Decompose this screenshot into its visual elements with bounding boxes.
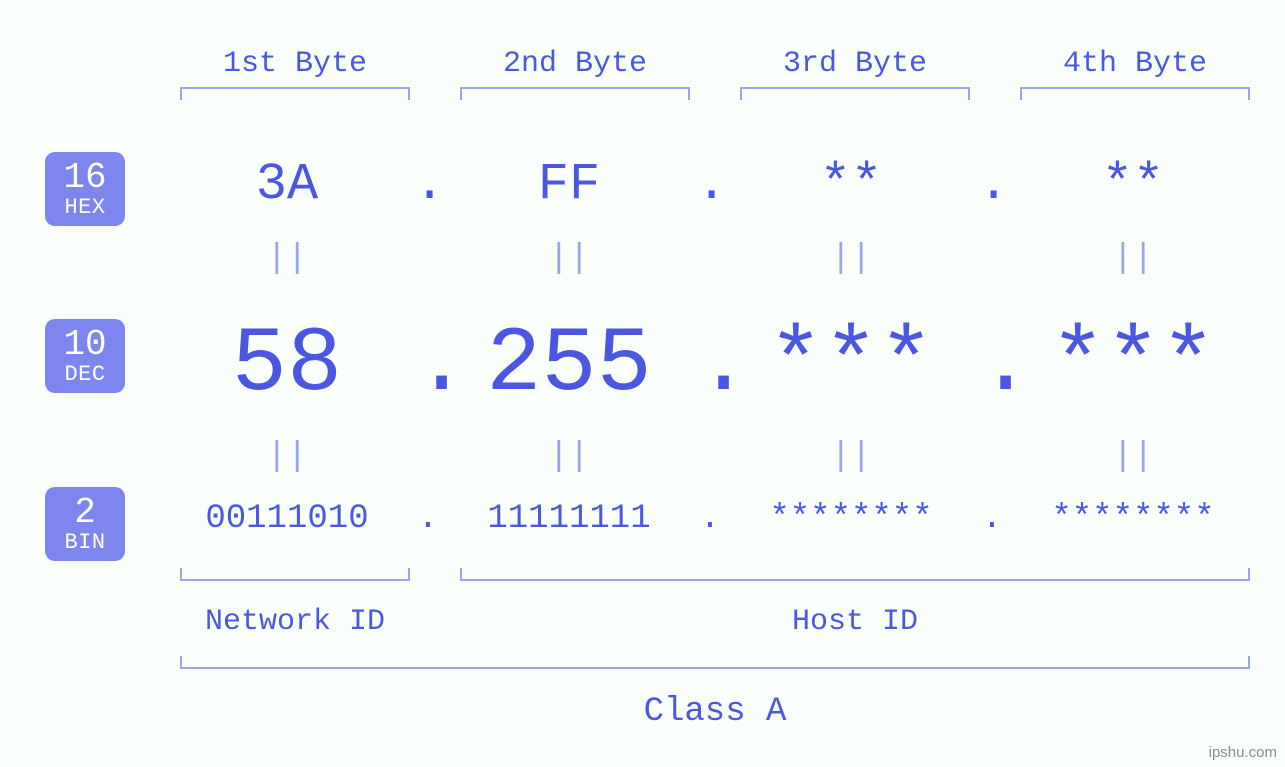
- dot: .: [696, 312, 724, 417]
- attribution: ipshu.com: [1209, 744, 1277, 761]
- badge-hex-number: 16: [45, 159, 125, 197]
- byte-header-4: 4th Byte: [1020, 47, 1250, 81]
- bracket-byte-3: [740, 87, 970, 100]
- equals: ||: [1006, 240, 1260, 278]
- dot: .: [696, 500, 724, 538]
- bracket-byte-1: [180, 87, 410, 100]
- byte-header-1: 1st Byte: [180, 47, 410, 81]
- row-dec: 58 . 255 . *** . ***: [160, 312, 1260, 417]
- badge-hex-label: HEX: [45, 196, 125, 219]
- label-network-id: Network ID: [180, 605, 410, 639]
- equals-row-2: || . || . || . ||: [160, 438, 1260, 476]
- bin-byte-4: ********: [1006, 500, 1260, 538]
- badge-hex: 16 HEX: [45, 152, 125, 226]
- dot: .: [414, 500, 442, 538]
- label-host-id: Host ID: [460, 605, 1250, 639]
- badge-dec-number: 10: [45, 326, 125, 364]
- badge-dec: 10 DEC: [45, 319, 125, 393]
- badge-bin: 2 BIN: [45, 487, 125, 561]
- row-bin: 00111010 . 11111111 . ******** . *******…: [160, 500, 1260, 538]
- bracket-byte-2: [460, 87, 690, 100]
- badge-bin-number: 2: [45, 494, 125, 532]
- bracket-class: [180, 656, 1250, 669]
- dot: .: [978, 500, 1006, 538]
- hex-byte-1: 3A: [160, 155, 414, 214]
- equals-row-1: || . || . || . ||: [160, 240, 1260, 278]
- label-class: Class A: [180, 693, 1250, 731]
- dec-byte-4: ***: [1006, 312, 1260, 417]
- equals: ||: [160, 240, 414, 278]
- dec-byte-1: 58: [160, 312, 414, 417]
- equals: ||: [442, 240, 696, 278]
- equals: ||: [724, 438, 978, 476]
- equals: ||: [724, 240, 978, 278]
- bracket-network-id: [180, 568, 410, 581]
- row-hex: 3A . FF . ** . **: [160, 155, 1260, 214]
- dot: .: [696, 155, 724, 214]
- equals: ||: [160, 438, 414, 476]
- dot: .: [414, 312, 442, 417]
- hex-byte-2: FF: [442, 155, 696, 214]
- equals: ||: [1006, 438, 1260, 476]
- byte-header-2: 2nd Byte: [460, 47, 690, 81]
- ip-diagram: 1st Byte 2nd Byte 3rd Byte 4th Byte 16 H…: [0, 0, 1285, 767]
- bin-byte-3: ********: [724, 500, 978, 538]
- bracket-byte-4: [1020, 87, 1250, 100]
- hex-byte-3: **: [724, 155, 978, 214]
- equals: ||: [442, 438, 696, 476]
- byte-header-3: 3rd Byte: [740, 47, 970, 81]
- dec-byte-3: ***: [724, 312, 978, 417]
- dec-byte-2: 255: [442, 312, 696, 417]
- dot: .: [978, 155, 1006, 214]
- badge-dec-label: DEC: [45, 363, 125, 386]
- dot: .: [414, 155, 442, 214]
- dot: .: [978, 312, 1006, 417]
- hex-byte-4: **: [1006, 155, 1260, 214]
- bin-byte-1: 00111010: [160, 500, 414, 538]
- badge-bin-label: BIN: [45, 531, 125, 554]
- bin-byte-2: 11111111: [442, 500, 696, 538]
- bracket-host-id: [460, 568, 1250, 581]
